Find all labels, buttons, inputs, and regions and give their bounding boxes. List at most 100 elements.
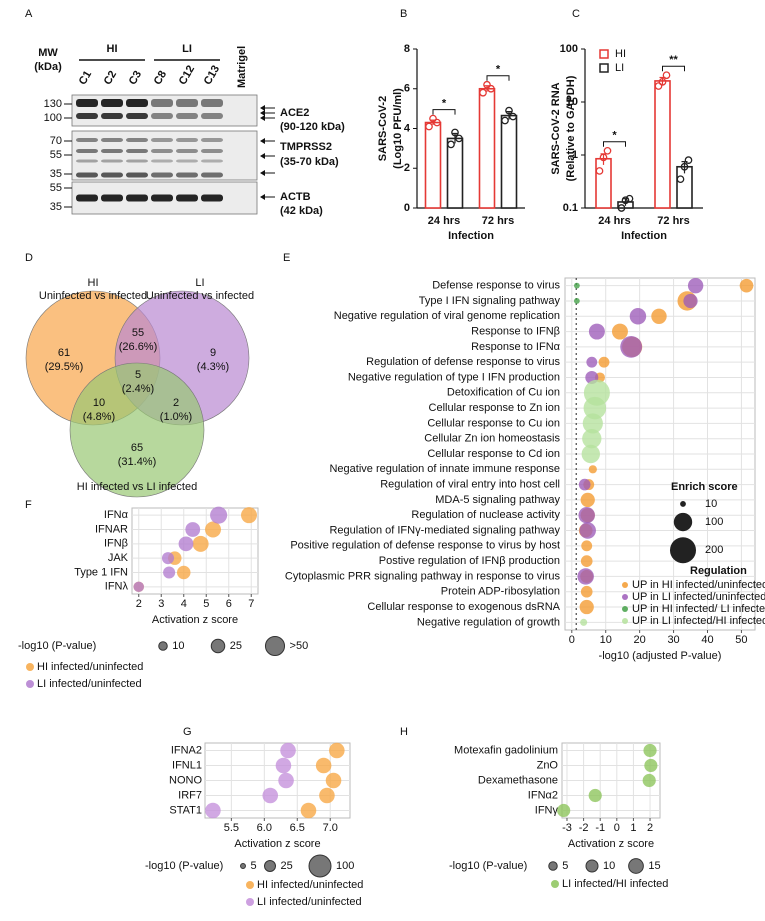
band — [126, 194, 148, 202]
data-point — [599, 153, 608, 162]
legend-label: HI — [615, 48, 626, 60]
venn-set — [69, 362, 205, 498]
y-tick-label: 0 — [404, 202, 410, 214]
band — [76, 194, 98, 202]
dot — [210, 506, 228, 524]
size-legend-dot — [240, 863, 246, 869]
dot — [588, 323, 605, 340]
significance-bracket — [432, 109, 456, 115]
arrow-head — [260, 194, 265, 200]
protein-label: (42 kDa) — [280, 205, 323, 217]
data-point — [483, 80, 491, 89]
data-point — [603, 146, 612, 155]
panel-label: H — [400, 726, 408, 738]
category-label: Motexafin gadolinium — [454, 744, 558, 756]
x-tick-label: 24 hrs — [598, 215, 630, 227]
arrow-head — [260, 105, 265, 111]
region-count: 10 — [93, 397, 105, 409]
dot — [579, 522, 596, 539]
category-label: IFNλ — [105, 581, 129, 593]
x-tick-label: 10 — [600, 634, 612, 646]
y-axis-label: (Log10 PFU/ml) — [392, 88, 404, 169]
y-axis-label: (Relative to GAPDH) — [565, 75, 577, 181]
x-axis-label: Activation z score — [568, 838, 654, 850]
band — [101, 138, 123, 142]
x-tick-label: 40 — [701, 634, 713, 646]
size-legend-title: Enrich score — [671, 481, 738, 493]
data-point — [676, 175, 685, 184]
group-label: HI — [107, 43, 118, 55]
size-legend-dot — [308, 854, 332, 878]
dot — [192, 535, 209, 552]
size-legend-dot — [210, 638, 226, 654]
dot — [581, 444, 600, 464]
category-label: IRF7 — [178, 789, 202, 801]
category-label: Cellular response to Zn ion — [429, 402, 560, 414]
category-label: Negative regulation of type I IFN produc… — [348, 371, 560, 383]
x-tick-label: -1 — [595, 822, 605, 834]
dot — [178, 536, 194, 552]
legend-label: UP in LI infected/HI infected — [632, 615, 765, 627]
band — [151, 113, 173, 119]
dot — [580, 555, 593, 567]
legend-dot — [622, 582, 628, 588]
dot — [582, 413, 603, 434]
category-label: Response to IFNα — [471, 341, 561, 353]
x-axis-label: -log10 (adjusted P-value) — [599, 650, 722, 662]
legend-label: LI infected/HI infected — [562, 878, 668, 890]
x-tick-label: 1 — [630, 822, 636, 834]
dot — [579, 599, 594, 615]
band — [76, 159, 98, 163]
dot — [578, 506, 595, 524]
set-subtitle: Uninfected vs infected — [39, 290, 147, 302]
panel-label: G — [183, 726, 192, 738]
x-tick-label: 6.0 — [257, 822, 272, 834]
category-label: NONO — [169, 774, 202, 786]
category-label: STAT1 — [169, 804, 202, 816]
dot — [280, 742, 296, 759]
band — [101, 172, 123, 178]
data-point — [425, 122, 433, 131]
x-tick-label: 5.5 — [224, 822, 239, 834]
band — [101, 159, 123, 163]
dot — [643, 743, 657, 758]
legend-label: HI infected/uninfected — [257, 879, 363, 891]
y-tick-label: 2 — [404, 162, 410, 174]
region-count: 5 — [135, 369, 141, 381]
size-legend-label: 100 — [336, 860, 354, 872]
size-legend-dot — [264, 635, 286, 657]
data-point — [621, 196, 630, 205]
category-label: IFNAR — [95, 523, 128, 535]
data-point — [501, 116, 509, 125]
category-label: Regulation of nuclease activity — [411, 509, 560, 521]
y-tick-label: 8 — [404, 43, 410, 55]
dot — [651, 308, 667, 324]
dot — [739, 278, 754, 293]
size-legend-dot — [673, 512, 693, 532]
x-axis-label: Activation z score — [152, 614, 238, 626]
data-point — [662, 71, 671, 80]
x-tick-label: 4 — [181, 598, 187, 610]
protein-label: (90-120 kDa) — [280, 121, 345, 133]
size-legend-label: 5 — [562, 860, 568, 872]
legend-label: UP in LI infected/uninfected — [632, 591, 765, 603]
plot-frame — [131, 507, 259, 595]
x-tick-label: 5 — [203, 598, 209, 610]
size-legend-label: 10 — [705, 498, 717, 510]
mw-title: (kDa) — [34, 61, 62, 73]
panel-label: B — [400, 8, 407, 20]
panel-label: F — [25, 499, 32, 511]
set-subtitle: Uninfected vs infected — [146, 290, 254, 302]
data-point — [429, 114, 437, 123]
x-tick-label: 0 — [569, 634, 575, 646]
size-legend-label: 100 — [705, 516, 723, 528]
category-label: IFNα — [104, 509, 129, 521]
dot — [598, 356, 610, 368]
protein-label: ACTB — [280, 191, 311, 203]
x-tick-label: 7.0 — [323, 822, 338, 834]
dot — [644, 758, 658, 773]
band — [176, 99, 198, 107]
bar — [446, 137, 464, 209]
dot — [177, 565, 191, 580]
band — [126, 113, 148, 119]
